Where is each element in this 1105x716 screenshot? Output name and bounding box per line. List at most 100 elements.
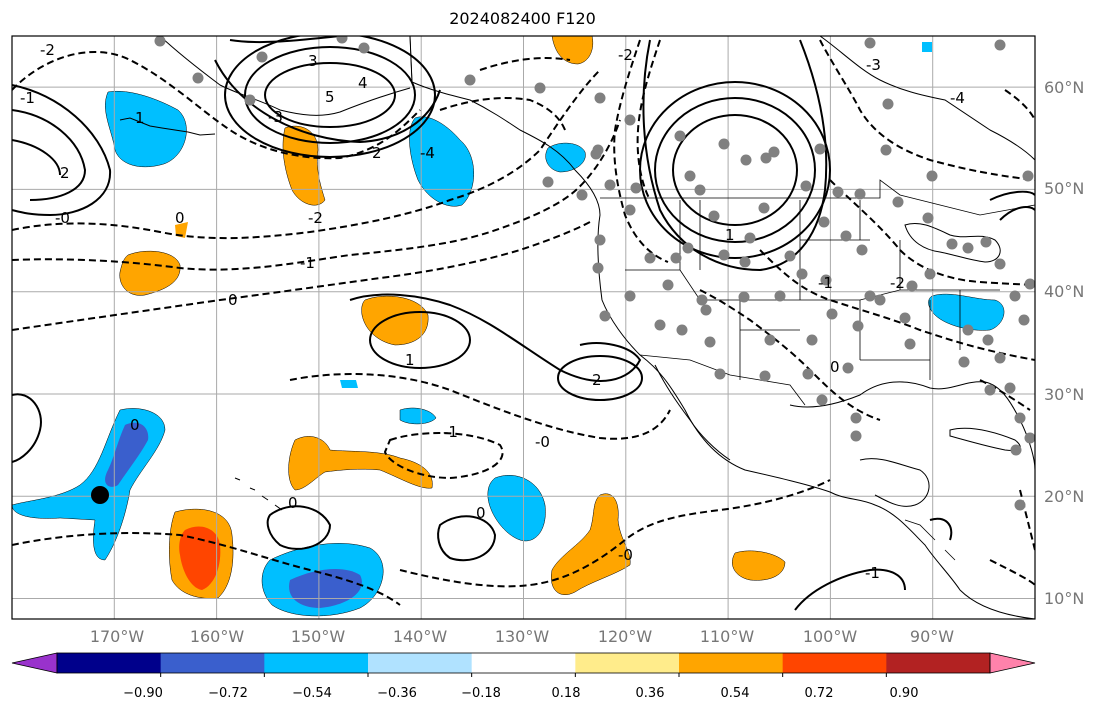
station-marker xyxy=(832,186,844,198)
negative-anomaly-area xyxy=(922,42,932,52)
lon-tick-label: 120°W xyxy=(598,627,653,646)
contour-label: -1 xyxy=(20,89,35,107)
station-marker xyxy=(784,250,796,262)
lat-tick-label: 40°N xyxy=(1044,282,1084,301)
station-marker xyxy=(1014,499,1026,511)
colorbar-segment xyxy=(471,653,576,673)
graticule xyxy=(12,36,1035,619)
positive-anomaly-area xyxy=(550,493,631,595)
lon-tick-label: 140°W xyxy=(393,627,448,646)
lon-tick-label: 160°W xyxy=(190,627,245,646)
aleutian-chain xyxy=(119,117,216,136)
station-marker xyxy=(962,242,974,254)
alaska-coastline xyxy=(159,36,411,116)
station-marker xyxy=(1010,444,1022,456)
colorbar-segment xyxy=(782,653,887,673)
lat-tick-label: 30°N xyxy=(1044,385,1084,404)
station-marker xyxy=(654,319,666,331)
station-marker xyxy=(708,210,720,222)
station-marker xyxy=(464,74,476,86)
station-marker xyxy=(192,72,204,84)
station-marker xyxy=(684,170,696,182)
lon-tick-label: 110°W xyxy=(700,627,755,646)
colorbar-tick-label: −0.18 xyxy=(461,686,501,701)
contour-label: 0 xyxy=(130,416,140,434)
contour-label: 1 xyxy=(725,226,735,244)
station-marker xyxy=(744,232,756,244)
station-marker xyxy=(154,36,166,47)
strong-negative-area xyxy=(105,422,149,487)
station-marker xyxy=(982,334,994,346)
station-marker xyxy=(682,242,694,254)
station-marker xyxy=(592,262,604,274)
station-marker xyxy=(882,98,894,110)
lat-tick-label: 20°N xyxy=(1044,487,1084,506)
longitude-labels: 170°W 160°W 150°W 140°W 130°W 120°W 110°… xyxy=(90,627,954,646)
us-canada-border xyxy=(600,179,1035,216)
station-marker xyxy=(842,362,854,374)
station-marker xyxy=(1022,170,1034,182)
station-marker xyxy=(624,290,636,302)
station-marker xyxy=(958,356,970,368)
lon-tick-label: 130°W xyxy=(495,627,550,646)
station-marker xyxy=(924,268,936,280)
hudson-bay-coastline xyxy=(819,36,1035,161)
station-marker xyxy=(630,182,642,194)
colorbar-tick-label: 0.90 xyxy=(890,686,919,701)
station-marker xyxy=(758,202,770,214)
station-marker xyxy=(1014,412,1026,424)
station-marker xyxy=(922,212,934,224)
station-marker xyxy=(576,189,588,201)
station-marker xyxy=(768,146,780,158)
contour-label: -2 xyxy=(308,209,323,227)
colorbar-tick-label: 0.54 xyxy=(721,686,750,701)
contour-label: -1 xyxy=(818,274,833,292)
station-marker xyxy=(892,196,904,208)
lon-tick-label: 90°W xyxy=(910,627,954,646)
contour-label: -2 xyxy=(890,274,905,292)
station-marker xyxy=(980,236,992,248)
colorbar-segment xyxy=(57,653,162,673)
station-marker xyxy=(764,334,776,346)
lon-tick-label: 150°W xyxy=(291,627,346,646)
negative-anomaly-area xyxy=(928,293,1005,331)
contour-label: 1 xyxy=(405,351,415,369)
colorbar-frame xyxy=(56,652,991,674)
baja-california-coastline xyxy=(654,364,731,461)
station-marker xyxy=(796,268,808,280)
negative-contours xyxy=(12,39,1035,606)
colorbar-under-arrow xyxy=(11,652,58,674)
station-marker xyxy=(542,176,554,188)
lat-tick-label: 10°N xyxy=(1044,589,1084,608)
station-marker xyxy=(864,37,876,49)
station-marker xyxy=(718,138,730,150)
station-marker xyxy=(700,304,712,316)
station-marker xyxy=(1024,432,1035,444)
negative-anomaly-area xyxy=(409,116,474,207)
station-marker xyxy=(820,274,832,286)
station-marker xyxy=(759,370,771,382)
contour-label: -0 xyxy=(535,433,550,451)
contour-label: 2 xyxy=(592,371,602,389)
contour-label: 4 xyxy=(358,74,368,92)
colorbar-tick-label: 0.18 xyxy=(552,686,581,701)
negative-anomaly-area xyxy=(340,380,358,388)
station-marker xyxy=(994,352,1006,364)
contour-label: 0 xyxy=(175,209,185,227)
lat-tick-label: 60°N xyxy=(1044,78,1084,97)
contour-label: -0 xyxy=(618,546,633,564)
contour-label: 3 xyxy=(308,52,318,70)
station-marker xyxy=(704,336,716,348)
station-marker xyxy=(800,180,812,192)
station-marker xyxy=(962,324,974,336)
contour-labels: -2 -1 -0 0 1 2 3 4 5 -3 -4 2 -2 -1 0 1 2… xyxy=(20,41,965,582)
station-marker xyxy=(840,230,852,242)
station-marker xyxy=(850,412,862,424)
station-marker xyxy=(880,144,892,156)
colorbar-tick-label: −0.54 xyxy=(292,686,332,701)
yucatan-coastline xyxy=(859,458,930,507)
north-america-coastline xyxy=(409,36,1035,619)
station-marker xyxy=(984,384,996,396)
station-marker xyxy=(534,82,546,94)
